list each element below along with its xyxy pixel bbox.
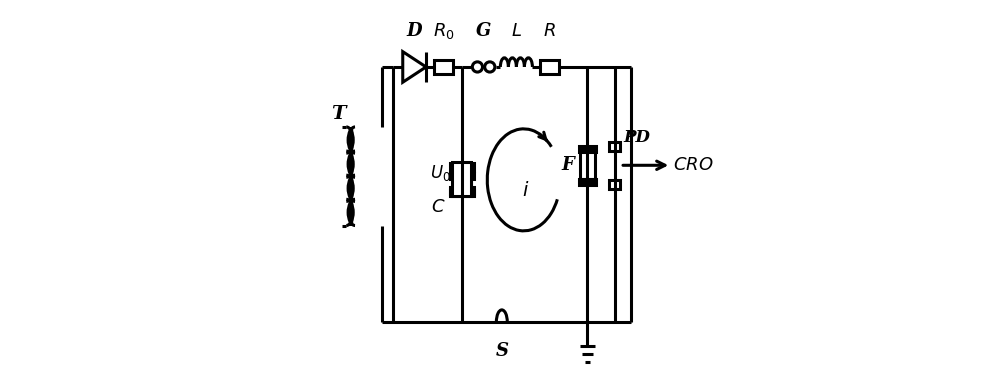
Text: $C$: $C$ bbox=[431, 198, 445, 216]
Bar bbox=[450, 172, 474, 179]
Text: $CRO$: $CRO$ bbox=[673, 156, 714, 174]
Bar bbox=[452, 162, 471, 196]
Bar bbox=[580, 152, 595, 179]
Bar bbox=[609, 142, 620, 151]
Bar bbox=[540, 60, 559, 74]
Text: T: T bbox=[331, 105, 345, 123]
Text: $U_0$: $U_0$ bbox=[430, 163, 451, 182]
Bar bbox=[579, 146, 596, 152]
Text: $L$: $L$ bbox=[511, 22, 522, 40]
Bar bbox=[579, 179, 596, 185]
Text: $R$: $R$ bbox=[543, 22, 556, 40]
Polygon shape bbox=[403, 52, 426, 82]
Text: $R_0$: $R_0$ bbox=[433, 21, 454, 40]
Text: G: G bbox=[476, 22, 491, 40]
Bar bbox=[609, 180, 620, 189]
Text: S: S bbox=[495, 342, 508, 360]
Text: $i$: $i$ bbox=[522, 181, 529, 200]
Bar bbox=[434, 60, 453, 74]
Bar bbox=[450, 187, 474, 195]
Text: D: D bbox=[407, 22, 422, 40]
Text: F: F bbox=[561, 156, 574, 174]
Text: PD: PD bbox=[624, 130, 651, 146]
Bar bbox=[450, 163, 474, 171]
Bar bbox=[453, 172, 471, 195]
Bar bbox=[450, 190, 474, 196]
